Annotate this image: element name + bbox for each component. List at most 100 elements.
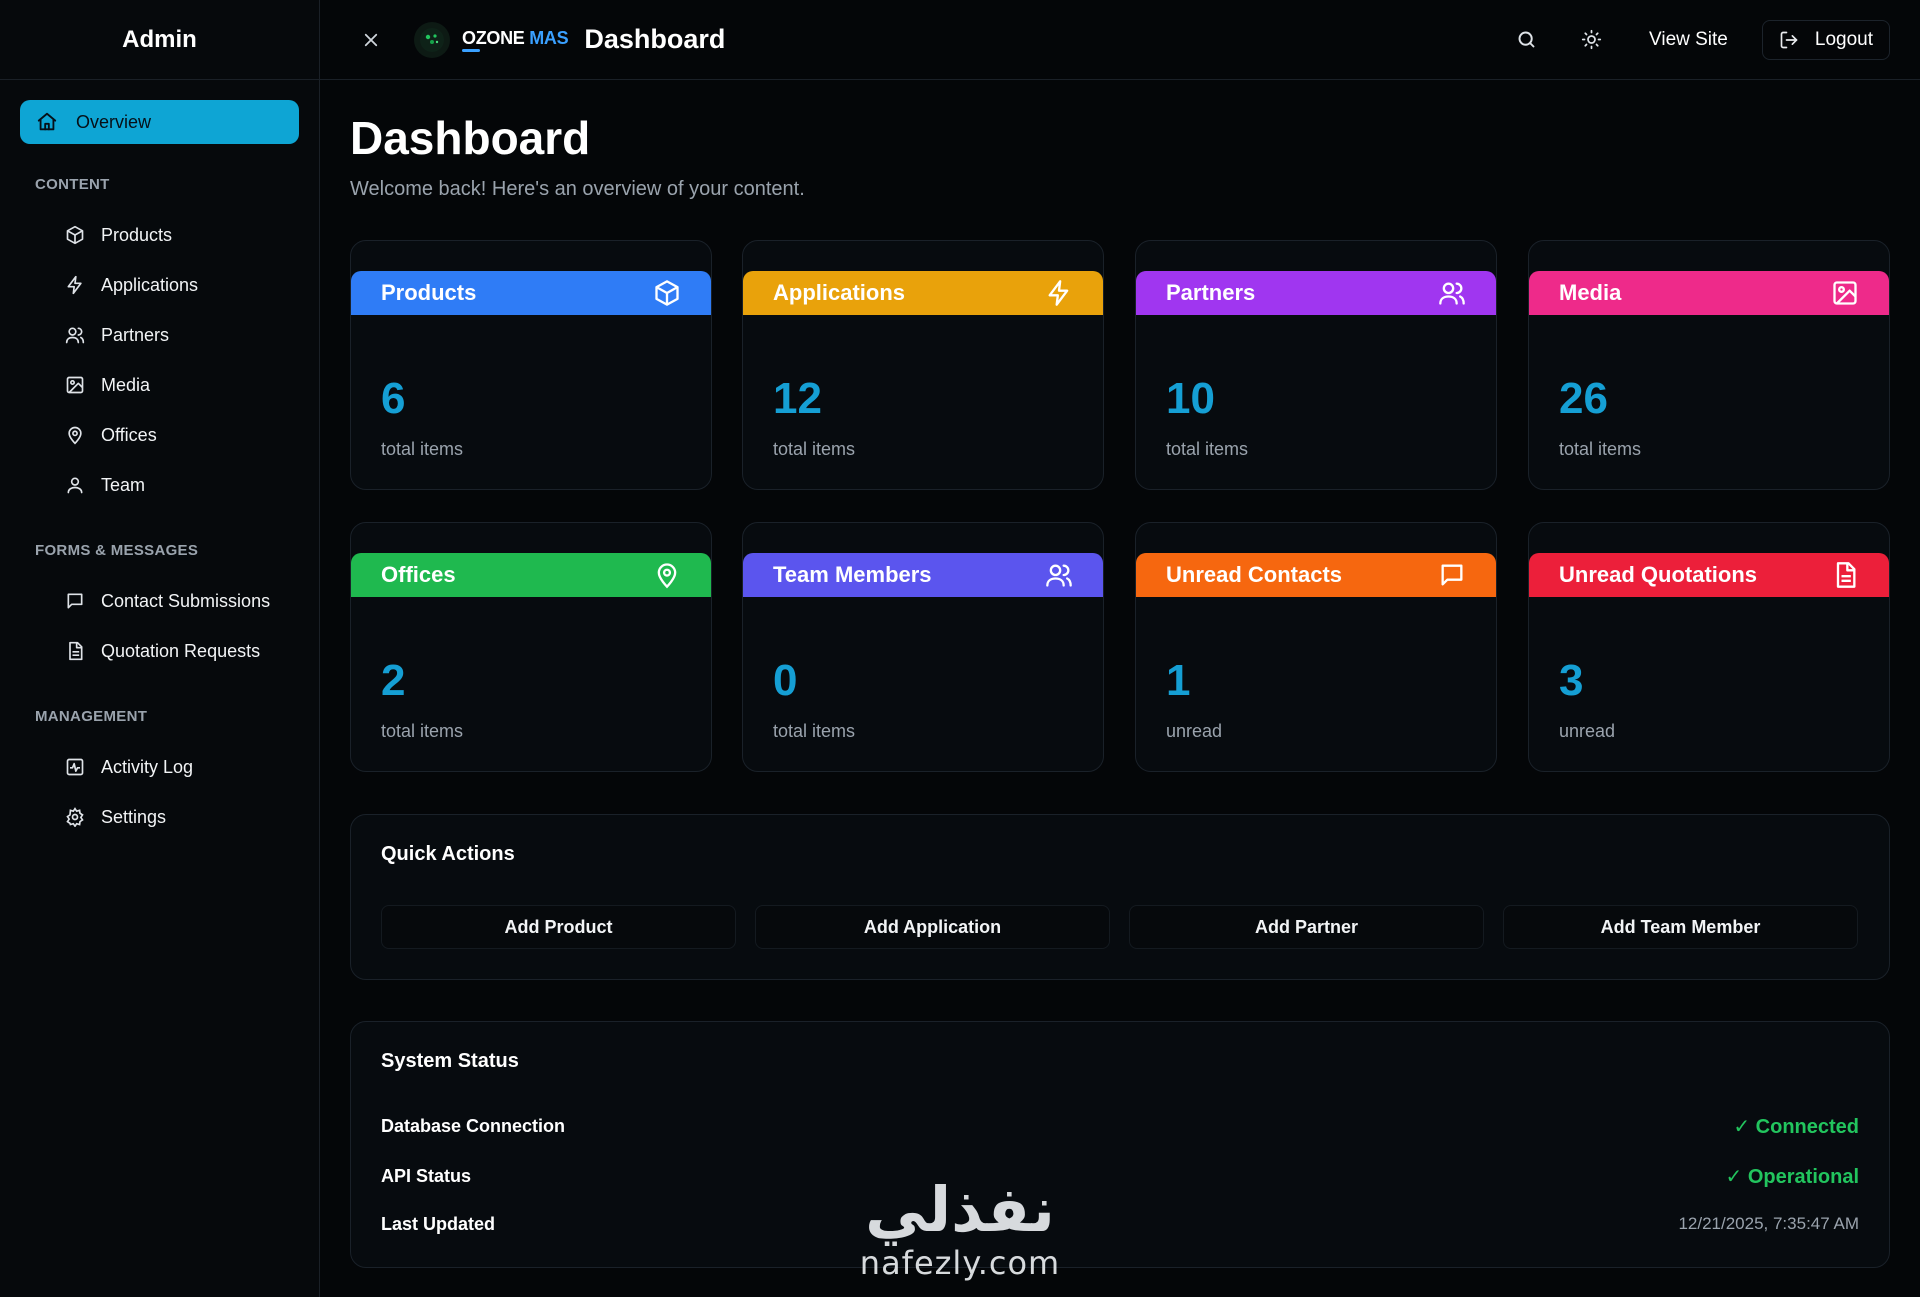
card-subtext: unread: [1559, 721, 1616, 741]
sidebar-item-label: Settings: [101, 806, 167, 827]
status-label: Last Updated: [381, 1213, 496, 1234]
card-value: 6: [381, 374, 406, 423]
stat-card-unread-contacts[interactable]: Unread Contacts 1 unread: [1135, 522, 1497, 772]
sidebar-item-media[interactable]: Media: [20, 360, 299, 410]
sidebar-item-label: Activity Log: [101, 756, 194, 777]
watermark-arabic: نفذلي: [865, 1173, 1055, 1246]
watermark: نفذلي nafezly.com: [850, 1173, 1070, 1282]
users-icon: [1438, 279, 1466, 307]
logo-text: OZONE MAS: [462, 27, 569, 52]
stat-card-media[interactable]: Media 26 total items: [1528, 240, 1890, 490]
card-value: 0: [773, 656, 798, 705]
search-button[interactable]: [1504, 18, 1548, 62]
stat-card-team-members[interactable]: Team Members 0 total items: [742, 522, 1104, 772]
card-subtext: total items: [773, 439, 856, 459]
status-label: Database Connection: [381, 1115, 566, 1136]
section-label-content: CONTENT: [35, 176, 110, 193]
sidebar-item-applications[interactable]: Applications: [20, 260, 299, 310]
status-label: API Status: [381, 1165, 472, 1186]
topbar-title: Dashboard: [584, 24, 726, 54]
chat-icon: [65, 591, 85, 611]
topbar-actions: View Site Logout: [1483, 18, 1890, 62]
activity-icon: [65, 757, 85, 777]
sidebar-item-activity-log[interactable]: Activity Log: [20, 742, 299, 792]
lightning-icon: [65, 275, 85, 295]
theme-toggle-button[interactable]: [1569, 18, 1613, 62]
sidebar-item-label: Overview: [76, 111, 152, 132]
quick-actions-title: Quick Actions: [381, 843, 515, 865]
logout-button[interactable]: Logout: [1761, 19, 1890, 60]
status-badge: ✓ Connected: [1733, 1115, 1859, 1138]
sidebar-item-offices[interactable]: Offices: [20, 410, 299, 460]
gear-icon: [65, 807, 85, 827]
add-application-button[interactable]: Add Application: [755, 905, 1110, 949]
cube-icon: [653, 279, 681, 307]
logout-icon: [1779, 30, 1799, 50]
users-icon: [65, 325, 85, 345]
main-content: Dashboard Welcome back! Here's an overvi…: [350, 80, 1890, 1268]
system-status-title: System Status: [381, 1050, 519, 1072]
sidebar-item-quotation-requests[interactable]: Quotation Requests: [20, 626, 299, 676]
sidebar-item-label: Partners: [101, 324, 170, 345]
sidebar-item-contact-submissions[interactable]: Contact Submissions: [20, 576, 299, 626]
add-product-button[interactable]: Add Product: [381, 905, 736, 949]
sidebar-item-overview[interactable]: Overview: [20, 100, 299, 144]
watermark-latin: nafezly.com: [859, 1244, 1061, 1282]
sidebar-item-products[interactable]: Products: [20, 210, 299, 260]
stat-card-offices[interactable]: Offices 2 total items: [350, 522, 712, 772]
lightning-icon: [1045, 279, 1073, 307]
card-header: Offices: [351, 553, 711, 597]
stat-card-partners[interactable]: Partners 10 total items: [1135, 240, 1497, 490]
card-value: 1: [1166, 656, 1191, 705]
sidebar-nav: Overview CONTENT Products Applications P…: [0, 80, 319, 842]
sidebar-item-label: Media: [101, 374, 151, 395]
card-label: Unread Contacts: [1166, 562, 1343, 587]
brand-logo[interactable]: OZONE MAS: [414, 21, 569, 58]
card-label: Team Members: [773, 562, 932, 587]
chat-icon: [1438, 561, 1466, 589]
view-site-link[interactable]: View Site: [1649, 28, 1728, 50]
sidebar-item-label: Contact Submissions: [101, 590, 271, 611]
sun-icon: [1581, 29, 1601, 50]
close-sidebar-button[interactable]: [354, 23, 388, 57]
image-icon: [1831, 279, 1859, 307]
section-content: Products Applications Partners Media Off…: [20, 210, 299, 510]
section-management: Activity Log Settings: [20, 742, 299, 842]
card-subtext: total items: [1559, 439, 1642, 459]
card-header: Team Members: [743, 553, 1103, 597]
stat-card-unread-quotations[interactable]: Unread Quotations 3 unread: [1528, 522, 1890, 772]
card-subtext: total items: [381, 721, 464, 741]
sidebar-item-settings[interactable]: Settings: [20, 792, 299, 842]
sidebar-title: Admin: [122, 25, 197, 53]
system-status-panel: System Status Database Connection ✓ Conn…: [350, 1021, 1890, 1268]
sidebar-item-partners[interactable]: Partners: [20, 310, 299, 360]
logo-word-ozone: OZONE: [462, 27, 525, 48]
user-icon: [65, 475, 85, 495]
map-pin-icon: [653, 561, 681, 589]
section-forms: Contact Submissions Quotation Requests: [20, 576, 299, 676]
card-header: Unread Quotations: [1529, 553, 1889, 597]
sidebar-item-label: Offices: [101, 424, 157, 445]
card-subtext: total items: [773, 721, 856, 741]
card-label: Media: [1559, 280, 1622, 305]
card-header: Media: [1529, 271, 1889, 315]
stat-card-products[interactable]: Products 6 total items: [350, 240, 712, 490]
add-partner-button[interactable]: Add Partner: [1129, 905, 1484, 949]
card-label: Offices: [381, 562, 456, 587]
card-value: 26: [1559, 374, 1608, 423]
add-team-member-button[interactable]: Add Team Member: [1503, 905, 1858, 949]
sidebar: Admin Overview CONTENT Products Applicat…: [0, 0, 320, 1297]
status-badge: ✓ Operational: [1725, 1165, 1859, 1188]
stat-card-applications[interactable]: Applications 12 total items: [742, 240, 1104, 490]
sidebar-header: Admin: [0, 0, 319, 80]
card-label: Partners: [1166, 280, 1256, 305]
sidebar-item-team[interactable]: Team: [20, 460, 299, 510]
last-updated-timestamp: 12/21/2025, 7:35:47 AM: [1678, 1214, 1859, 1233]
card-label: Products: [381, 280, 477, 305]
sidebar-item-label: Quotation Requests: [101, 640, 261, 661]
close-icon: [364, 33, 378, 46]
card-value: 10: [1166, 374, 1215, 423]
page-subtitle: Welcome back! Here's an overview of your…: [350, 178, 805, 200]
status-row-api: API Status ✓ Operational: [381, 1164, 1859, 1188]
